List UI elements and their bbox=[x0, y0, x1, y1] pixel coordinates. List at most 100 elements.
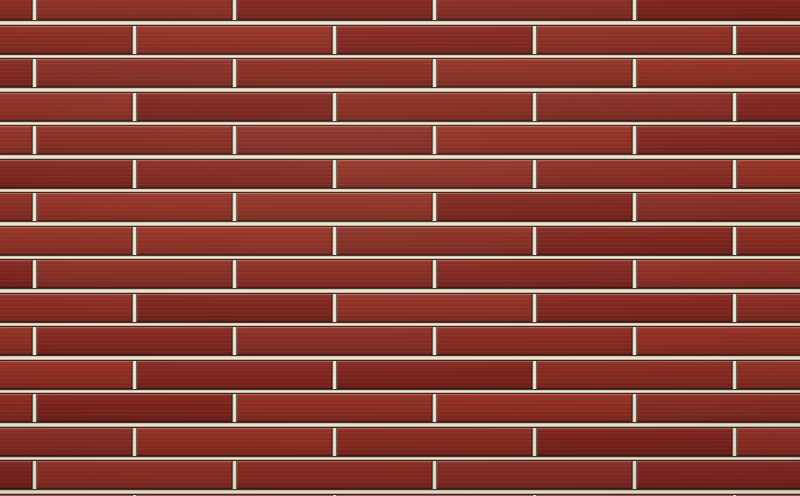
brick bbox=[137, 494, 332, 496]
brick bbox=[537, 494, 732, 496]
brick bbox=[37, 59, 232, 87]
brick bbox=[0, 360, 132, 389]
bed-joint-mortar-face bbox=[0, 322, 800, 326]
brick bbox=[637, 0, 800, 20]
brick-course bbox=[0, 293, 800, 322]
brick bbox=[337, 360, 532, 389]
brick bbox=[337, 494, 532, 496]
brick bbox=[437, 59, 632, 87]
brick bbox=[137, 226, 332, 255]
brick bbox=[137, 25, 332, 54]
brick bbox=[737, 226, 800, 255]
brick bbox=[737, 494, 800, 496]
bed-joint-shadow-top bbox=[0, 154, 800, 155]
brick bbox=[237, 0, 432, 20]
brick bbox=[537, 159, 732, 188]
brick bbox=[137, 427, 332, 456]
brick bbox=[0, 327, 32, 355]
brick bbox=[0, 59, 32, 87]
brick bbox=[337, 293, 532, 322]
brick-course bbox=[0, 25, 800, 54]
brick bbox=[337, 226, 532, 255]
bed-joint-mortar-face bbox=[0, 356, 800, 360]
brick bbox=[0, 461, 32, 489]
brick bbox=[137, 360, 332, 389]
brick bbox=[0, 193, 32, 221]
brick bbox=[637, 461, 800, 489]
brick bbox=[0, 260, 32, 288]
brick bbox=[537, 25, 732, 54]
brick-course bbox=[0, 360, 800, 389]
brick-course bbox=[0, 193, 800, 221]
brick-course bbox=[0, 59, 800, 87]
brick bbox=[0, 427, 132, 456]
bed-joint-mortar-face bbox=[0, 255, 800, 259]
brick bbox=[237, 461, 432, 489]
brick-course bbox=[0, 92, 800, 121]
brick bbox=[537, 293, 732, 322]
brick bbox=[737, 360, 800, 389]
bed-joint-mortar-face bbox=[0, 423, 800, 427]
brick bbox=[37, 327, 232, 355]
brick bbox=[0, 394, 32, 422]
brick bbox=[237, 260, 432, 288]
brick bbox=[337, 25, 532, 54]
brick bbox=[0, 126, 32, 154]
bed-joint-mortar-face bbox=[0, 188, 800, 192]
bed-joint-shadow-top bbox=[0, 388, 800, 390]
brick bbox=[37, 193, 232, 221]
bed-joint-shadow-top bbox=[0, 489, 800, 490]
brick bbox=[237, 327, 432, 355]
bed-joint-mortar-face bbox=[0, 88, 800, 92]
brick bbox=[637, 59, 800, 87]
brick bbox=[337, 92, 532, 121]
brick bbox=[637, 327, 800, 355]
brick bbox=[37, 461, 232, 489]
brick bbox=[737, 427, 800, 456]
bed-joint-mortar-face bbox=[0, 155, 800, 159]
brick bbox=[237, 126, 432, 154]
brick-course bbox=[0, 126, 800, 154]
bed-joint-shadow-top bbox=[0, 87, 800, 88]
brick bbox=[0, 293, 132, 322]
brick bbox=[37, 260, 232, 288]
brick bbox=[437, 327, 632, 355]
brick bbox=[537, 226, 732, 255]
brick bbox=[537, 92, 732, 121]
bed-joint-shadow-top bbox=[0, 288, 800, 289]
brick bbox=[737, 92, 800, 121]
brick bbox=[0, 0, 32, 20]
brick bbox=[437, 260, 632, 288]
bed-joint-shadow-top bbox=[0, 53, 800, 55]
brick-course bbox=[0, 494, 800, 496]
brick bbox=[137, 92, 332, 121]
brick bbox=[737, 159, 800, 188]
brick bbox=[337, 159, 532, 188]
brick bbox=[37, 0, 232, 20]
bed-joint-shadow-top bbox=[0, 20, 800, 21]
brick-course bbox=[0, 427, 800, 456]
brick bbox=[637, 193, 800, 221]
bed-joint-mortar-face bbox=[0, 289, 800, 293]
brick bbox=[437, 193, 632, 221]
bed-joint-shadow-top bbox=[0, 254, 800, 256]
bed-joint-shadow-top bbox=[0, 120, 800, 122]
brick bbox=[0, 159, 132, 188]
brick bbox=[337, 427, 532, 456]
brick bbox=[637, 394, 800, 422]
brick-course bbox=[0, 327, 800, 355]
bed-joint-mortar-face bbox=[0, 490, 800, 494]
bed-joint-shadow-top bbox=[0, 187, 800, 189]
bed-joint-shadow-top bbox=[0, 422, 800, 423]
brick bbox=[637, 260, 800, 288]
bed-joint-shadow-top bbox=[0, 455, 800, 457]
brick bbox=[437, 126, 632, 154]
brick-course bbox=[0, 159, 800, 188]
bed-joint-shadow-top bbox=[0, 355, 800, 356]
bed-joint-mortar-face bbox=[0, 222, 800, 226]
brick bbox=[737, 25, 800, 54]
brick bbox=[137, 159, 332, 188]
bed-joint-mortar-face bbox=[0, 21, 800, 25]
brick bbox=[437, 394, 632, 422]
